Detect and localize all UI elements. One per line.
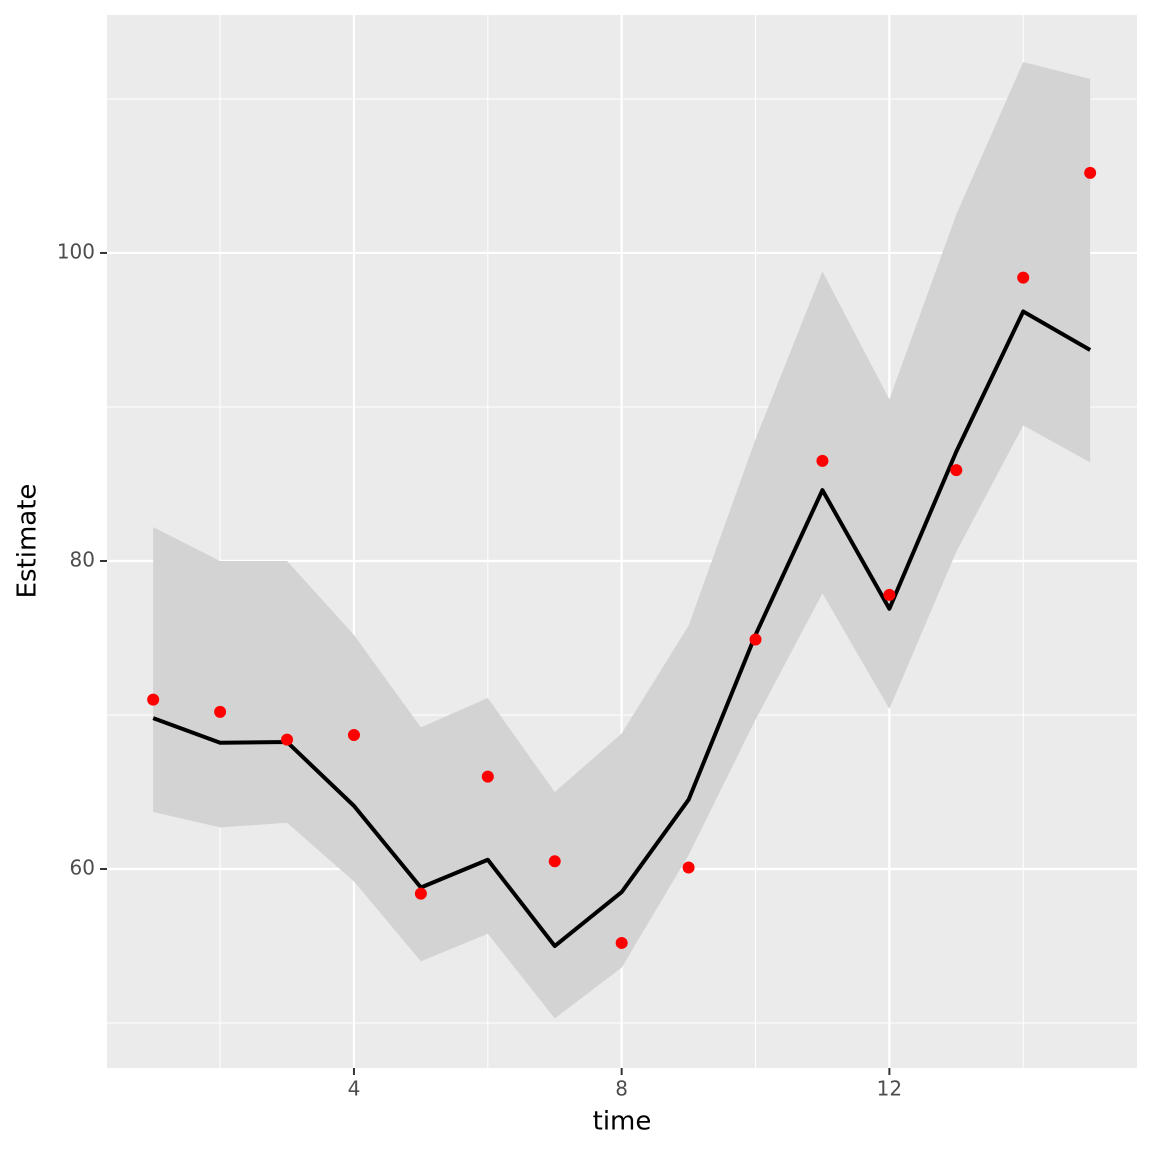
fit-line — [152, 309, 1092, 949]
observed-point — [347, 729, 360, 742]
observed-point — [950, 464, 963, 477]
x-tick-label: 12 — [877, 1077, 902, 1101]
confidence-band — [153, 61, 1091, 1019]
observed-point — [548, 855, 561, 868]
observed-point — [615, 936, 628, 949]
observed-point — [1017, 271, 1030, 284]
y-tick-label: 100 — [57, 239, 95, 263]
observed-point — [749, 633, 762, 646]
observed-point — [816, 454, 829, 467]
x-axis-title: time — [593, 1107, 652, 1137]
observed-point — [682, 861, 695, 874]
x-tick-label: 4 — [348, 1077, 361, 1101]
x-tick-label: 8 — [615, 1077, 628, 1101]
observed-point — [281, 733, 294, 746]
y-tick-label: 80 — [70, 547, 95, 571]
observed-point — [414, 887, 427, 900]
y-tick-label: 60 — [70, 856, 95, 880]
observed-point — [481, 770, 494, 783]
observed-point — [1084, 166, 1097, 179]
y-axis-title: Estimate — [13, 484, 43, 599]
observed-point — [214, 705, 227, 718]
observed-point — [147, 693, 160, 706]
observed-point — [883, 588, 896, 601]
